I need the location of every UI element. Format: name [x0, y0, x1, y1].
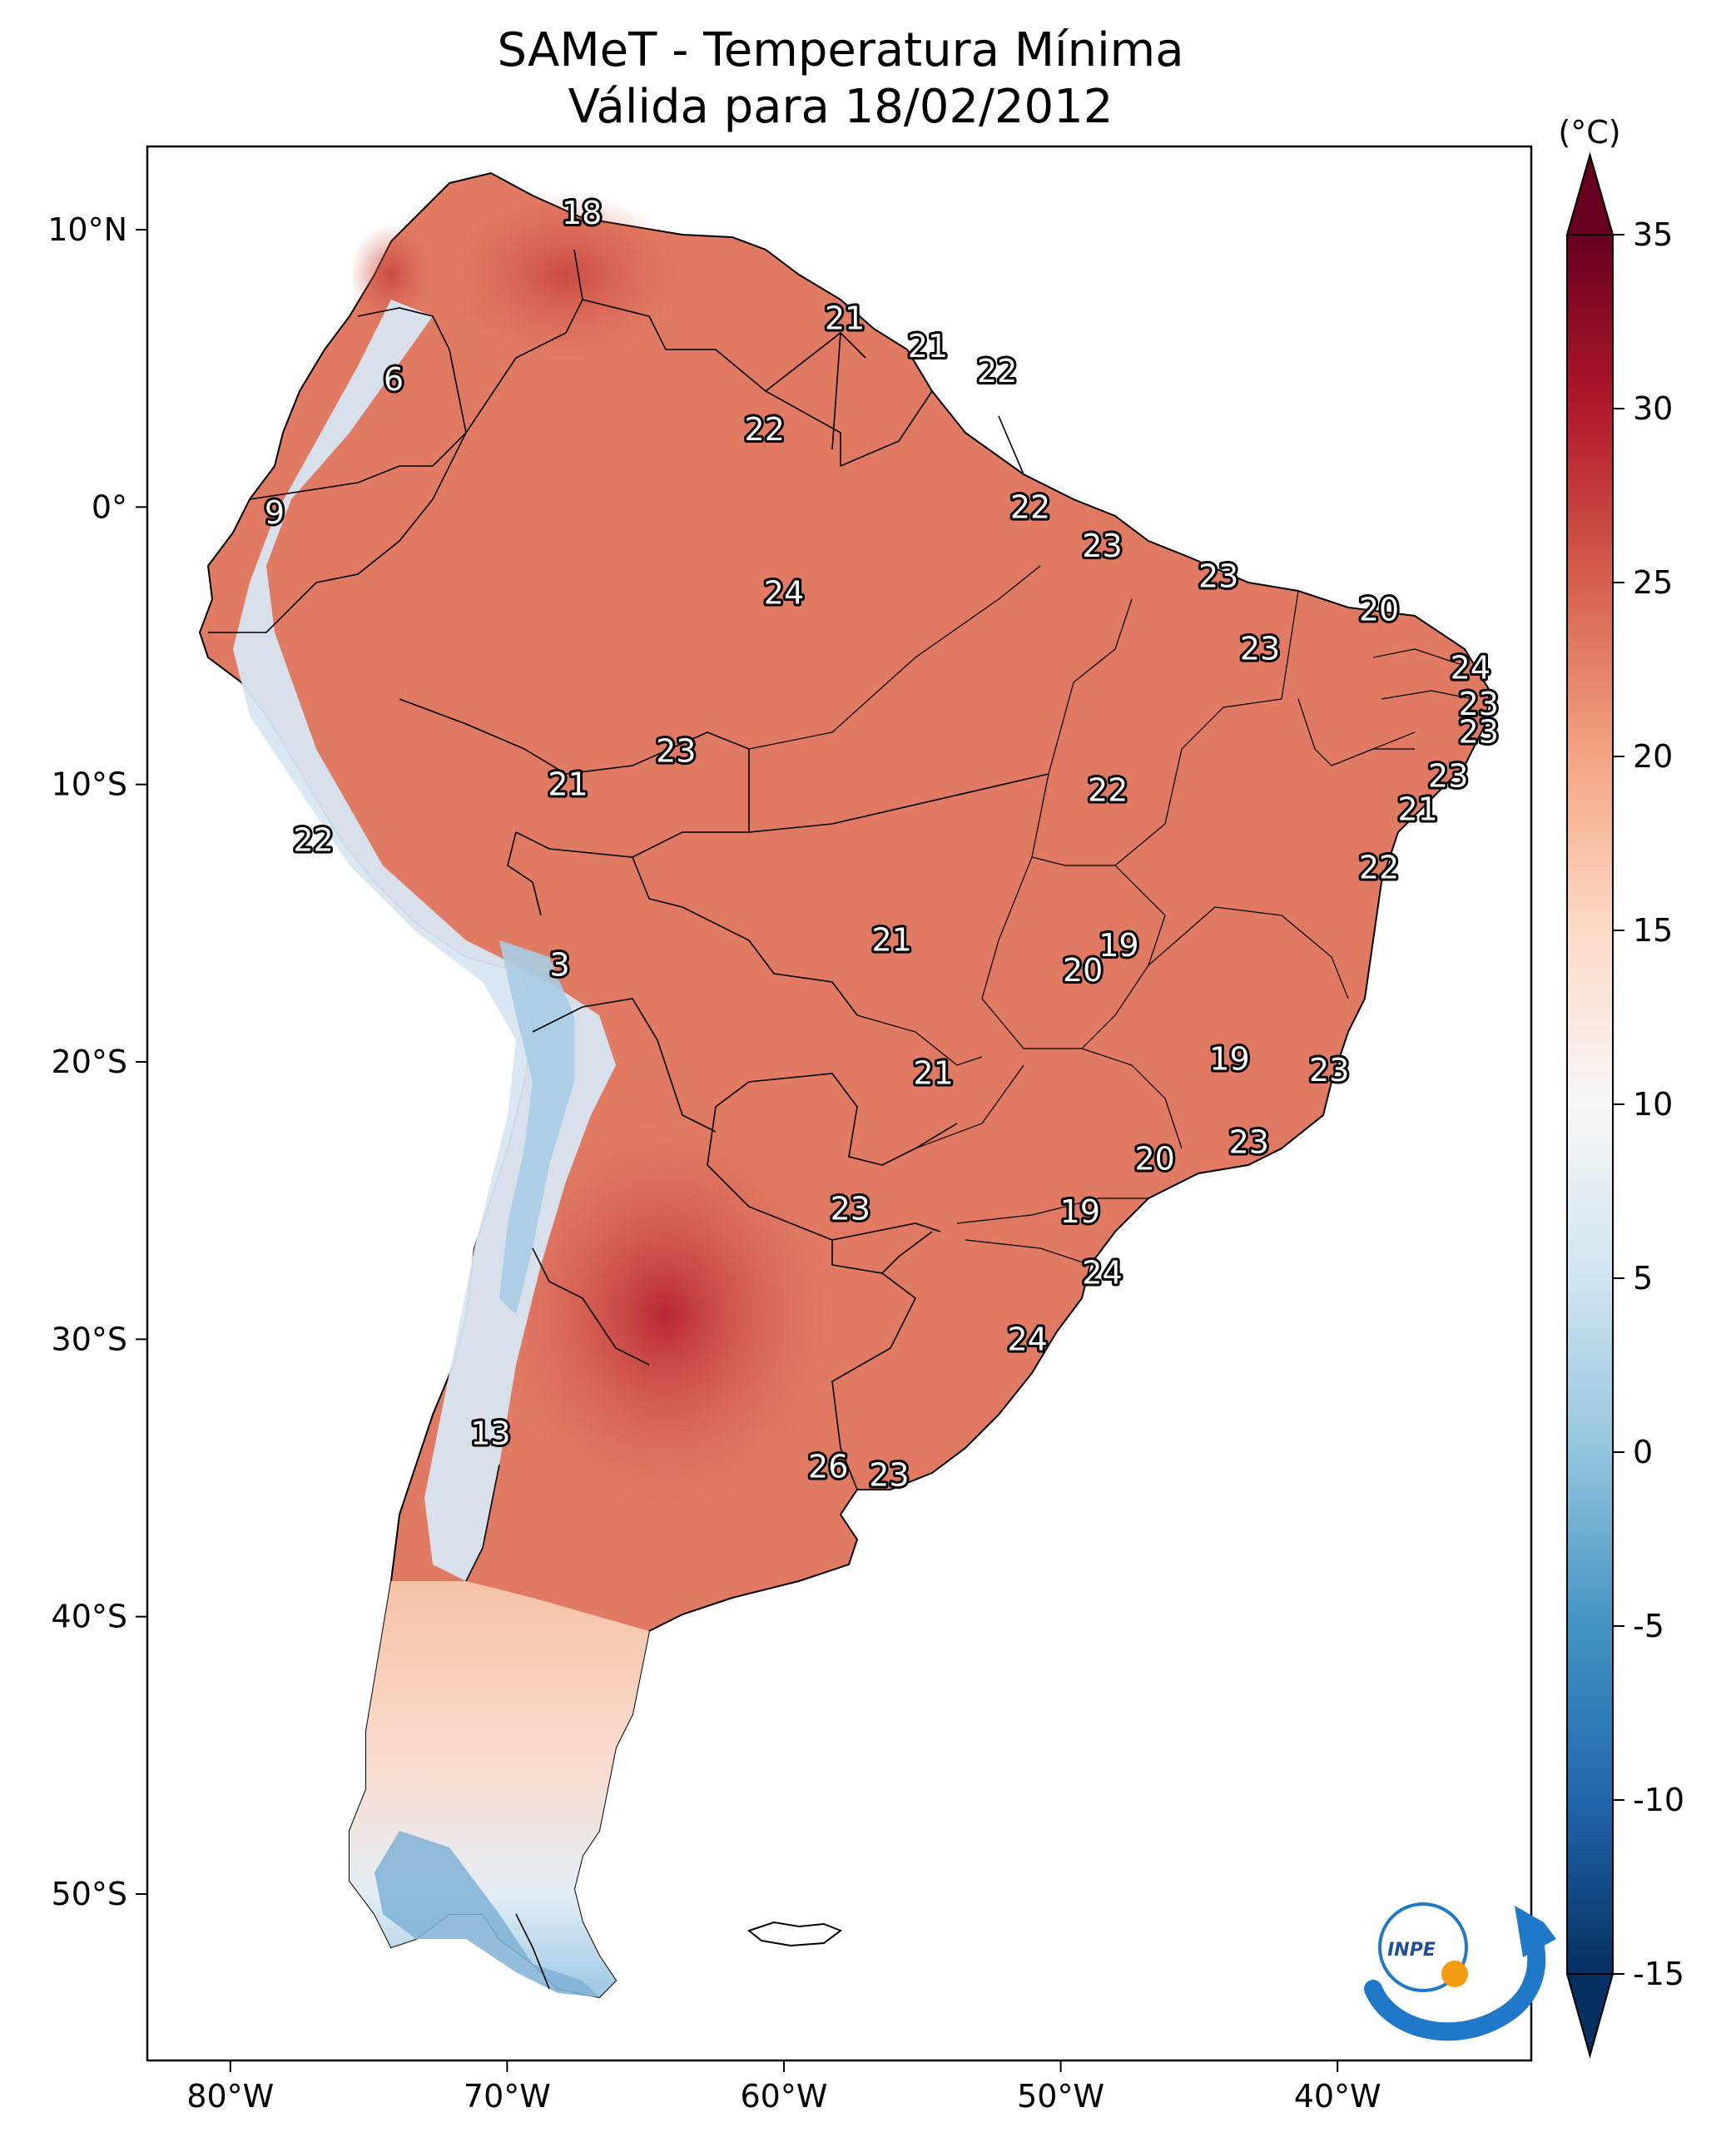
- lat-tick-label: 40°S: [52, 1599, 127, 1635]
- colorbar-tick-label: -5: [1633, 1608, 1664, 1644]
- station-value-label: 23: [831, 1191, 870, 1227]
- station-value-label: 21: [825, 300, 865, 337]
- station-value-label: 22: [293, 821, 333, 858]
- station-value-label: 21: [1397, 791, 1437, 828]
- station-value-label: 22: [977, 353, 1017, 389]
- lat-tick-label: 30°S: [52, 1321, 127, 1357]
- station-value-label: 24: [1451, 650, 1490, 687]
- station-value-label: 13: [470, 1416, 510, 1452]
- station-value-label: 21: [913, 1054, 953, 1091]
- lat-tick-label: 50°S: [52, 1876, 127, 1912]
- colorbar-top-triangle: [1565, 151, 1614, 236]
- station-value-label: 23: [1229, 1124, 1269, 1161]
- station-value-label: 23: [656, 733, 696, 770]
- station-value-label: 22: [1359, 850, 1399, 886]
- lon-tick-label: 40°W: [1294, 2078, 1381, 2115]
- station-value-label: 9: [265, 494, 285, 531]
- lon-tick-label: 80°W: [186, 2078, 274, 2115]
- colorbar-tick-label: -15: [1633, 1956, 1684, 1992]
- station-value-label: 23: [869, 1457, 909, 1494]
- station-value-label: 20: [1359, 592, 1399, 628]
- station-value-label: 18: [562, 195, 602, 231]
- station-value-label: 3: [549, 946, 569, 983]
- map-title: SAMeT - Temperatura Mínima: [497, 23, 1184, 77]
- colorbar-tick-label: 5: [1633, 1260, 1653, 1297]
- lon-tick-label: 50°W: [1017, 2078, 1104, 2115]
- station-value-label: 20: [1134, 1141, 1174, 1178]
- station-value-label: 19: [1209, 1041, 1249, 1078]
- colorbar-unit: (°C): [1558, 114, 1620, 151]
- station-value-label: 23: [1428, 758, 1468, 795]
- station-value-label: 22: [1088, 771, 1128, 808]
- temperature-field: [198, 171, 1491, 1999]
- colorbar-tick-label: 0: [1633, 1434, 1653, 1470]
- station-value-label: 20: [1063, 952, 1103, 989]
- lat-tick-label: 20°S: [52, 1044, 127, 1080]
- station-value-label: 23: [1459, 686, 1499, 722]
- station-value-label: 23: [1459, 713, 1499, 750]
- colorbar-bottom-triangle: [1565, 1973, 1614, 2059]
- station-value-label: 6: [384, 361, 404, 398]
- altiplano-cold-core: [499, 940, 574, 1315]
- colorbar-tick-label: 25: [1633, 564, 1673, 601]
- axis-ticks: 80°W 70°W 60°W 50°W 40°W 10°N 0° 10°S 20°S 30°S 40…: [47, 211, 1381, 2115]
- station-value-label: 21: [548, 766, 588, 803]
- station-value-label: 26: [808, 1449, 848, 1485]
- station-value-label: 24: [764, 575, 804, 612]
- station-value-label: 23: [1082, 528, 1122, 564]
- lat-tick-label: 10°S: [52, 766, 127, 803]
- falkland-islands: [746, 1921, 843, 1947]
- station-value-label: 19: [1060, 1193, 1100, 1230]
- colorbar-tick-label: 35: [1633, 216, 1673, 253]
- map-subtitle: Válida para 18/02/2012: [568, 80, 1114, 134]
- colorbar-ticks: 35 30 25 20 15 10 5 0 -5 -10 -15: [1613, 216, 1684, 1992]
- colorbar: 35 30 25 20 15 10 5 0 -5 -10 -15 (°C): [1558, 114, 1684, 2059]
- station-value-label: 23: [1240, 630, 1280, 667]
- inpe-logo-text: INPE: [1387, 1940, 1436, 1961]
- colorbar-tick-label: 30: [1633, 390, 1673, 427]
- station-value-label: 22: [1010, 488, 1050, 525]
- lat-tick-label: 0°: [92, 488, 127, 525]
- station-value-label: 24: [1082, 1254, 1122, 1291]
- inpe-logo: INPE: [1364, 1902, 1556, 2041]
- colorbar-tick-label: 20: [1633, 738, 1673, 775]
- station-value-label: 21: [872, 921, 912, 958]
- lon-tick-label: 70°W: [464, 2078, 551, 2115]
- station-value-label: 23: [1198, 558, 1238, 595]
- state-borders: [748, 565, 1474, 1266]
- southern-andes-cold: [374, 1831, 599, 1997]
- station-value-label: 22: [745, 411, 785, 448]
- station-value-label: 19: [1099, 927, 1138, 964]
- colorbar-tick-label: -10: [1633, 1782, 1684, 1818]
- lon-tick-label: 60°W: [741, 2078, 828, 2115]
- colorbar-tick-label: 15: [1633, 912, 1673, 949]
- station-value-label: 24: [1007, 1321, 1047, 1357]
- lat-tick-label: 10°N: [47, 211, 127, 248]
- colorbar-tick-label: 10: [1633, 1086, 1673, 1123]
- station-value-label: 23: [1309, 1052, 1349, 1088]
- station-value-label: 21: [908, 328, 948, 364]
